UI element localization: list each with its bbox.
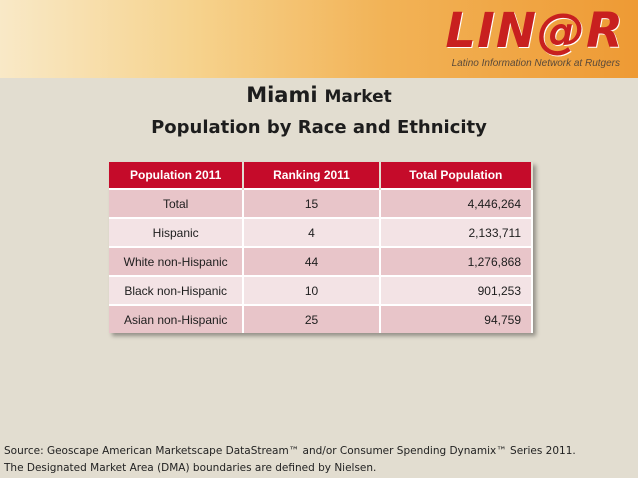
row-total: 1,276,868: [379, 246, 534, 276]
table-row: Asian non-Hispanic 25 94,759: [109, 304, 534, 333]
row-ranking: 10: [243, 275, 381, 305]
row-ranking: 15: [243, 188, 381, 218]
column-header-total: Total Population: [379, 162, 534, 189]
title-market: Market: [324, 87, 392, 107]
row-ranking: 4: [243, 217, 381, 247]
title-subtitle: Population by Race and Ethnicity: [151, 117, 487, 138]
linar-logo: LIN@R Latino Information Network at Rutg…: [428, 6, 624, 72]
column-header-population: Population 2011: [109, 162, 245, 189]
row-ranking: 25: [243, 304, 381, 333]
row-total: 94,759: [379, 304, 534, 333]
row-total: 4,446,264: [379, 188, 534, 218]
table-row: White non-Hispanic 44 1,276,868: [109, 246, 534, 276]
slide-title: Miami Market Population by Race and Ethn…: [0, 82, 638, 142]
row-label: Total: [109, 188, 245, 218]
population-table: Population 2011 Ranking 2011 Total Popul…: [109, 162, 534, 333]
source-footnote: Source: Geoscape American Marketscape Da…: [4, 443, 634, 477]
row-label: Black non-Hispanic: [109, 275, 245, 305]
row-label: Hispanic: [109, 217, 245, 247]
row-ranking: 44: [243, 246, 381, 276]
row-total: 2,133,711: [379, 217, 534, 247]
table-header-row: Population 2011 Ranking 2011 Total Popul…: [109, 162, 534, 189]
row-label: Asian non-Hispanic: [109, 304, 245, 333]
footnote-dma: The Designated Market Area (DMA) boundar…: [4, 462, 377, 474]
row-label: White non-Hispanic: [109, 246, 245, 276]
logo-text: LIN@R: [445, 3, 624, 59]
title-city: Miami: [246, 83, 318, 107]
table-row: Black non-Hispanic 10 901,253: [109, 275, 534, 305]
logo-tagline: Latino Information Network at Rutgers: [451, 58, 620, 69]
footnote-source: Source: Geoscape American Marketscape Da…: [4, 445, 576, 457]
row-total: 901,253: [379, 275, 534, 305]
table-row: Total 15 4,446,264: [109, 188, 534, 218]
table-row: Hispanic 4 2,133,711: [109, 217, 534, 247]
column-header-ranking: Ranking 2011: [243, 162, 381, 189]
header-banner: LIN@R Latino Information Network at Rutg…: [0, 0, 638, 78]
